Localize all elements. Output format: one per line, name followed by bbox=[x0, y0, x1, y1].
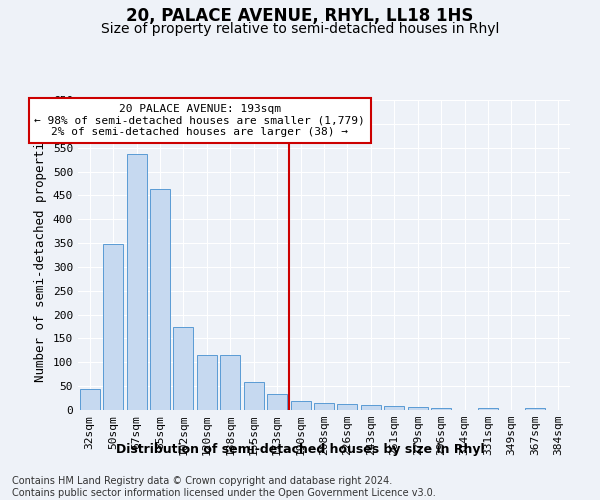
Bar bbox=[290, 402, 311, 410]
Text: 20 PALACE AVENUE: 193sqm
← 98% of semi-detached houses are smaller (1,779)
2% of: 20 PALACE AVENUE: 193sqm ← 98% of semi-d… bbox=[34, 104, 365, 137]
Text: Distribution of semi-detached houses by size in Rhyl: Distribution of semi-detached houses by … bbox=[116, 442, 484, 456]
Bar bbox=[197, 355, 217, 410]
Bar bbox=[150, 188, 170, 410]
Bar bbox=[361, 405, 381, 410]
Bar bbox=[478, 408, 498, 410]
Bar bbox=[337, 404, 358, 410]
Bar bbox=[244, 382, 263, 410]
Bar bbox=[103, 244, 123, 410]
Bar bbox=[385, 406, 404, 410]
Bar bbox=[267, 394, 287, 410]
Bar bbox=[431, 408, 451, 410]
Y-axis label: Number of semi-detached properties: Number of semi-detached properties bbox=[34, 128, 47, 382]
Bar bbox=[525, 408, 545, 410]
Bar bbox=[314, 403, 334, 410]
Text: Contains HM Land Registry data © Crown copyright and database right 2024.
Contai: Contains HM Land Registry data © Crown c… bbox=[12, 476, 436, 498]
Bar bbox=[80, 388, 100, 410]
Text: Size of property relative to semi-detached houses in Rhyl: Size of property relative to semi-detach… bbox=[101, 22, 499, 36]
Bar bbox=[127, 154, 146, 410]
Bar bbox=[173, 326, 193, 410]
Bar bbox=[220, 355, 240, 410]
Text: 20, PALACE AVENUE, RHYL, LL18 1HS: 20, PALACE AVENUE, RHYL, LL18 1HS bbox=[127, 8, 473, 26]
Bar bbox=[408, 406, 428, 410]
